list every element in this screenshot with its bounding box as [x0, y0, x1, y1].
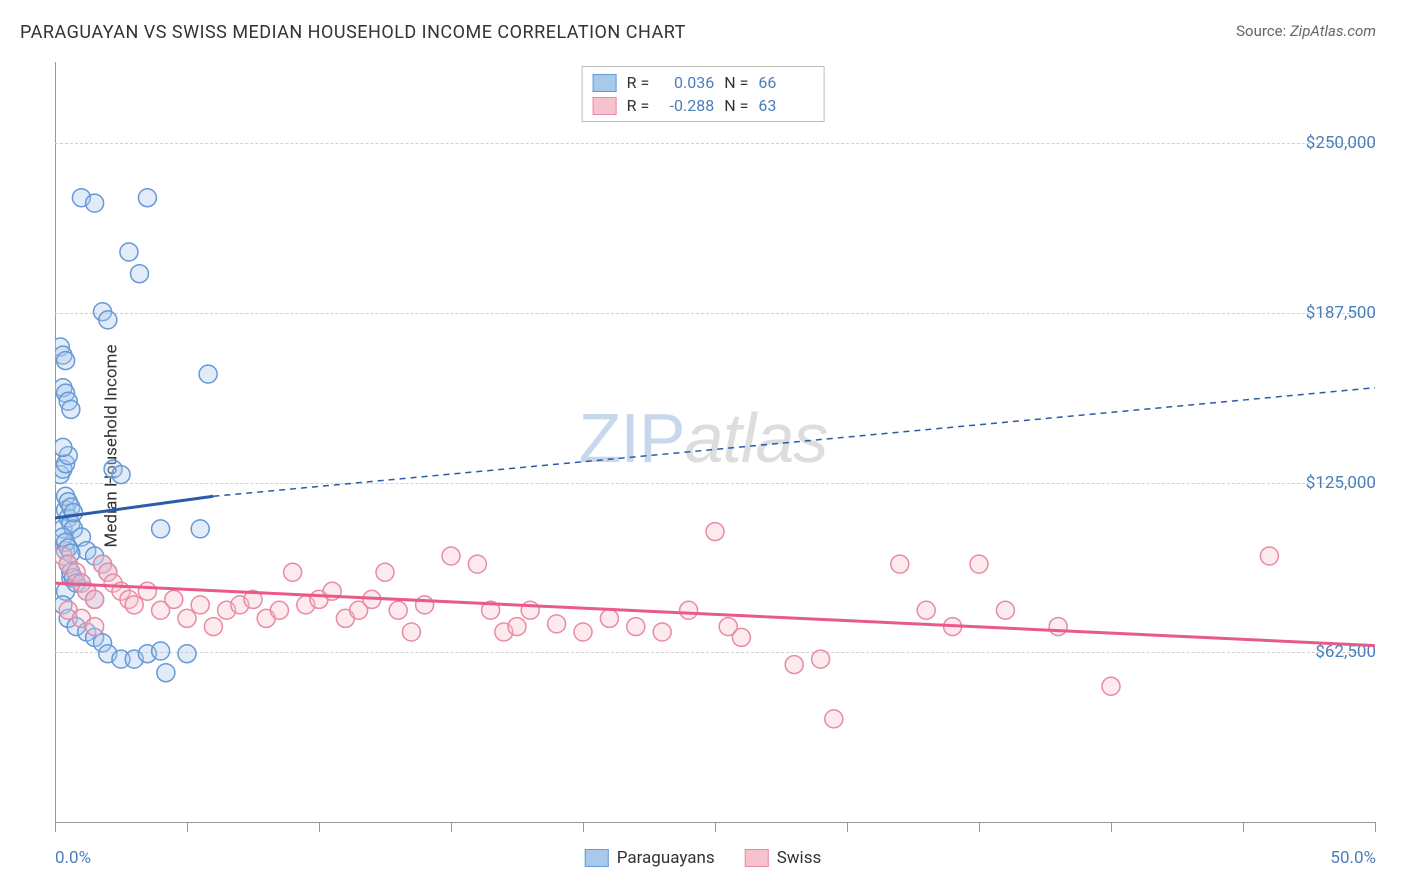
data-point — [191, 520, 209, 538]
data-point — [548, 615, 566, 633]
data-point — [64, 504, 82, 522]
data-point — [86, 590, 104, 608]
data-point — [402, 623, 420, 641]
data-point — [416, 596, 434, 614]
data-point — [996, 601, 1014, 619]
data-point — [1102, 677, 1120, 695]
data-point — [270, 601, 288, 619]
data-point — [178, 609, 196, 627]
data-point — [574, 623, 592, 641]
r-value-paraguayans: 0.036 — [659, 73, 714, 92]
source-label: Source: — [1236, 22, 1286, 40]
data-point — [706, 523, 724, 541]
data-point — [130, 265, 148, 283]
data-point — [970, 555, 988, 573]
data-point — [152, 520, 170, 538]
data-point — [1049, 618, 1067, 636]
data-point — [191, 596, 209, 614]
data-point — [204, 618, 222, 636]
data-point — [86, 618, 104, 636]
data-point — [812, 650, 830, 668]
x-axis-min-label: 0.0% — [55, 848, 91, 868]
r-label: R = — [627, 96, 650, 115]
series-legend: Paraguayans Swiss — [585, 848, 822, 868]
x-tick — [55, 822, 56, 832]
data-point — [138, 582, 156, 600]
chart-title: PARAGUAYAN VS SWISS MEDIAN HOUSEHOLD INC… — [20, 22, 686, 43]
swatch-swiss — [593, 97, 617, 115]
data-point — [62, 400, 80, 418]
data-point — [112, 466, 130, 484]
legend-label-paraguayans: Paraguayans — [617, 848, 715, 868]
n-value-paraguayans: 66 — [758, 73, 813, 92]
x-tick — [979, 822, 980, 832]
data-point — [152, 642, 170, 660]
x-tick — [451, 822, 452, 832]
legend-row-swiss: R = -0.288 N = 63 — [593, 94, 814, 117]
swatch-swiss — [745, 849, 769, 867]
data-point — [785, 656, 803, 674]
n-value-swiss: 63 — [758, 96, 813, 115]
data-point — [627, 618, 645, 636]
data-point — [1260, 547, 1278, 565]
data-point — [442, 547, 460, 565]
data-point — [138, 189, 156, 207]
data-point — [376, 563, 394, 581]
data-point — [680, 601, 698, 619]
swatch-paraguayans — [585, 849, 609, 867]
data-point — [653, 623, 671, 641]
data-point — [120, 243, 138, 261]
x-tick — [1375, 822, 1376, 832]
x-tick — [1243, 822, 1244, 832]
n-label: N = — [724, 73, 748, 92]
chart-svg — [55, 62, 1375, 822]
data-point — [157, 664, 175, 682]
data-point — [917, 601, 935, 619]
data-point — [55, 438, 72, 456]
data-point — [86, 194, 104, 212]
data-point — [468, 555, 486, 573]
data-point — [99, 311, 117, 329]
data-point — [891, 555, 909, 573]
data-point — [508, 618, 526, 636]
r-label: R = — [627, 73, 650, 92]
data-point — [57, 352, 75, 370]
data-point — [732, 628, 750, 646]
correlation-legend: R = 0.036 N = 66 R = -0.288 N = 63 — [582, 66, 825, 122]
n-label: N = — [724, 96, 748, 115]
data-point — [125, 596, 143, 614]
source-attribution: Source: ZipAtlas.com — [1236, 22, 1376, 40]
legend-item-paraguayans: Paraguayans — [585, 848, 715, 868]
data-point — [284, 563, 302, 581]
data-point — [600, 609, 618, 627]
x-tick — [1111, 822, 1112, 832]
legend-row-paraguayans: R = 0.036 N = 66 — [593, 71, 814, 94]
x-tick — [187, 822, 188, 832]
trend-line-dashed — [213, 388, 1375, 497]
data-point — [178, 645, 196, 663]
x-tick — [847, 822, 848, 832]
legend-item-swiss: Swiss — [745, 848, 822, 868]
data-point — [825, 710, 843, 728]
legend-label-swiss: Swiss — [777, 848, 822, 868]
x-tick — [583, 822, 584, 832]
x-axis-max-label: 50.0% — [1330, 848, 1376, 868]
data-point — [389, 601, 407, 619]
data-point — [165, 590, 183, 608]
x-tick — [319, 822, 320, 832]
r-value-swiss: -0.288 — [659, 96, 714, 115]
swatch-paraguayans — [593, 74, 617, 92]
x-tick — [715, 822, 716, 832]
source-link[interactable]: ZipAtlas.com — [1290, 22, 1376, 40]
trend-line-solid — [55, 583, 1375, 645]
data-point — [199, 365, 217, 383]
